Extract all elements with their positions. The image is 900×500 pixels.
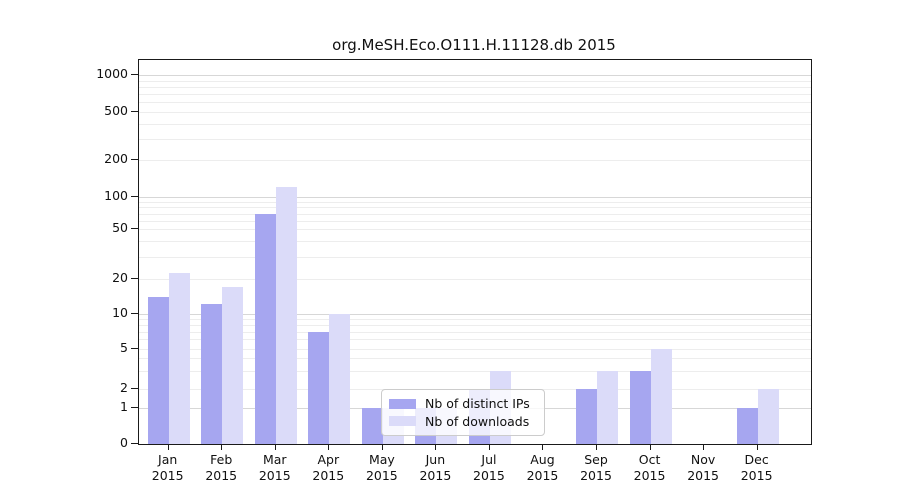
bar-feb-distinct-ips bbox=[201, 304, 223, 444]
x-tick-oct bbox=[649, 444, 651, 450]
y-tick-label-50: 50 bbox=[112, 220, 128, 236]
x-tick-jun bbox=[435, 444, 437, 450]
bar-dec-downloads bbox=[757, 389, 779, 444]
bar-oct-downloads bbox=[650, 348, 672, 444]
y-tick-label-500: 500 bbox=[104, 103, 128, 118]
y-tick-label-0: 0 bbox=[120, 435, 128, 450]
gridline-6 bbox=[139, 339, 811, 341]
gridline-600 bbox=[139, 102, 811, 104]
x-tick-dec bbox=[756, 444, 758, 450]
gridline-20 bbox=[139, 278, 811, 280]
y-tick-label-20: 20 bbox=[112, 269, 128, 285]
x-tick-sep bbox=[596, 444, 598, 450]
bar-sep-distinct-ips bbox=[576, 389, 598, 444]
x-label-sep: Sep 2015 bbox=[580, 452, 612, 483]
gridline-300 bbox=[139, 138, 811, 140]
gridline-700 bbox=[139, 94, 811, 96]
x-label-feb: Feb 2015 bbox=[205, 452, 238, 483]
y-tick-label-100: 100 bbox=[104, 188, 128, 203]
gridline-900 bbox=[139, 80, 811, 82]
x-tick-may bbox=[381, 444, 383, 450]
y-tick-label-5: 5 bbox=[120, 339, 128, 355]
gridline-3 bbox=[139, 371, 811, 373]
y-tick-label-200: 200 bbox=[104, 151, 128, 167]
bar-mar-distinct-ips bbox=[254, 213, 276, 444]
y-tick-label-1000: 1000 bbox=[96, 66, 128, 81]
gridline-50 bbox=[139, 229, 811, 231]
gridline-7 bbox=[139, 331, 811, 333]
y-tick-200 bbox=[131, 159, 138, 161]
gridline-70 bbox=[139, 213, 811, 215]
x-tick-jul bbox=[488, 444, 490, 450]
x-tick-mar bbox=[274, 444, 276, 450]
bar-mar-downloads bbox=[275, 187, 297, 444]
gridline-200 bbox=[139, 160, 811, 162]
bar-feb-downloads bbox=[222, 286, 244, 444]
y-tick-1 bbox=[131, 406, 138, 408]
y-tick-50 bbox=[131, 228, 138, 230]
gridline-10 bbox=[139, 313, 811, 315]
gridline-60 bbox=[139, 220, 811, 222]
legend-label-distinct-ips: Nb of distinct IPs bbox=[425, 396, 530, 412]
x-label-apr: Apr 2015 bbox=[312, 452, 345, 483]
y-tick-2 bbox=[131, 388, 138, 389]
gridline-90 bbox=[139, 201, 811, 203]
legend-swatch-distinct-ips bbox=[389, 398, 416, 409]
bar-dec-distinct-ips bbox=[736, 407, 758, 444]
y-tick-20 bbox=[131, 277, 138, 279]
x-label-mar: Mar 2015 bbox=[258, 452, 291, 483]
y-tick-10 bbox=[131, 312, 138, 314]
x-label-aug: Aug 2015 bbox=[526, 452, 559, 483]
chart-title: org.MeSH.Eco.O111.H.11128.db 2015 bbox=[332, 36, 616, 54]
x-tick-feb bbox=[221, 444, 223, 450]
x-tick-apr bbox=[328, 444, 330, 450]
gridline-5 bbox=[139, 348, 811, 350]
x-tick-jan bbox=[167, 444, 169, 450]
x-label-jul: Jul 2015 bbox=[473, 452, 505, 483]
bar-oct-distinct-ips bbox=[629, 371, 651, 444]
legend-item-downloads: Nb of downloads bbox=[389, 414, 536, 429]
x-label-may: May 2015 bbox=[365, 452, 398, 483]
gridline-80 bbox=[139, 207, 811, 209]
gridline-400 bbox=[139, 123, 811, 125]
x-tick-aug bbox=[542, 444, 544, 450]
y-tick-label-1: 1 bbox=[120, 398, 128, 414]
gridline-4 bbox=[139, 358, 811, 360]
y-tick-label-10: 10 bbox=[112, 304, 128, 320]
bar-sep-downloads bbox=[597, 371, 619, 444]
x-label-oct: Oct 2015 bbox=[633, 452, 666, 483]
gridline-30 bbox=[139, 256, 811, 258]
gridline-800 bbox=[139, 86, 811, 88]
bar-jan-downloads bbox=[168, 273, 190, 444]
y-tick-500 bbox=[131, 111, 138, 112]
x-label-nov: Nov 2015 bbox=[687, 452, 719, 483]
gridline-100 bbox=[139, 197, 811, 198]
bar-apr-distinct-ips bbox=[308, 331, 330, 444]
legend: Nb of distinct IPs Nb of downloads bbox=[381, 389, 545, 436]
x-tick-nov bbox=[703, 444, 705, 450]
y-tick-5 bbox=[131, 347, 138, 349]
legend-label-downloads: Nb of downloads bbox=[425, 413, 530, 429]
y-tick-label-2: 2 bbox=[120, 380, 128, 395]
y-tick-100 bbox=[131, 196, 138, 197]
legend-swatch-downloads bbox=[389, 416, 416, 427]
legend-item-distinct-ips: Nb of distinct IPs bbox=[389, 396, 536, 411]
y-tick-0 bbox=[131, 443, 138, 444]
x-label-dec: Dec 2015 bbox=[740, 452, 773, 483]
bar-apr-downloads bbox=[329, 313, 351, 444]
gridline-500 bbox=[139, 112, 811, 113]
x-label-jun: Jun 2015 bbox=[419, 452, 452, 483]
gridline-1000 bbox=[139, 75, 811, 76]
gridline-9 bbox=[139, 318, 811, 320]
bar-may-distinct-ips bbox=[361, 407, 383, 444]
x-label-jan: Jan 2015 bbox=[151, 452, 184, 483]
gridline-40 bbox=[139, 241, 811, 243]
y-tick-1000 bbox=[131, 74, 138, 75]
bar-jan-distinct-ips bbox=[147, 296, 169, 444]
plot-area bbox=[138, 59, 812, 445]
gridline-8 bbox=[139, 324, 811, 326]
